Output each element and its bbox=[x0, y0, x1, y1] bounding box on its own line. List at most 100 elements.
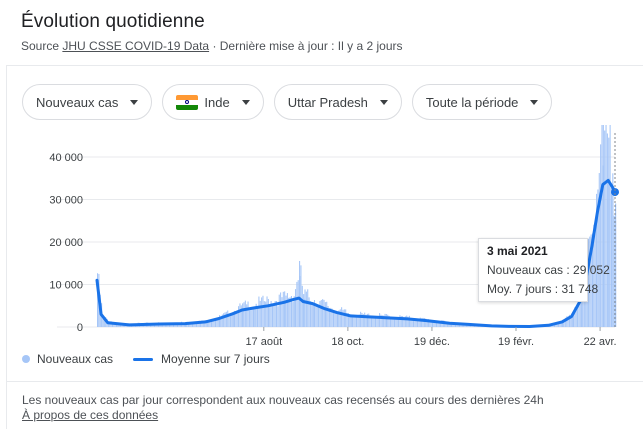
period-dropdown[interactable]: Toute la période bbox=[411, 84, 553, 120]
bar bbox=[381, 315, 383, 327]
bar bbox=[600, 144, 602, 327]
bar bbox=[311, 303, 313, 327]
bar bbox=[239, 303, 241, 327]
bar bbox=[335, 313, 337, 327]
region-dropdown[interactable]: Uttar Pradesh bbox=[273, 84, 402, 120]
bar bbox=[224, 312, 226, 327]
bar bbox=[366, 316, 369, 327]
bar bbox=[426, 320, 428, 328]
bar bbox=[342, 309, 344, 327]
bar bbox=[399, 315, 401, 327]
bar bbox=[267, 304, 270, 327]
bar bbox=[263, 301, 265, 327]
bar bbox=[220, 316, 222, 327]
bar bbox=[415, 319, 417, 327]
bar bbox=[229, 316, 231, 327]
bar bbox=[210, 321, 212, 327]
bar bbox=[322, 299, 324, 327]
bar bbox=[606, 133, 608, 327]
bar bbox=[327, 305, 329, 327]
bar bbox=[407, 318, 409, 327]
y-tick-label: 40 000 bbox=[49, 152, 83, 164]
bar bbox=[195, 323, 198, 327]
bar bbox=[589, 236, 591, 327]
bar bbox=[567, 316, 569, 327]
bar bbox=[414, 319, 416, 327]
bar bbox=[577, 303, 579, 327]
bar bbox=[274, 300, 276, 327]
bar bbox=[213, 319, 215, 327]
bar bbox=[275, 301, 278, 327]
bar bbox=[579, 292, 581, 327]
bar bbox=[425, 318, 427, 327]
bar bbox=[404, 316, 406, 327]
bar bbox=[315, 303, 317, 327]
bar bbox=[281, 297, 283, 327]
bar bbox=[596, 193, 598, 327]
bar bbox=[208, 321, 210, 327]
country-dropdown[interactable]: Inde bbox=[162, 84, 264, 120]
bar bbox=[323, 299, 325, 327]
bar bbox=[296, 281, 298, 327]
bar bbox=[251, 307, 253, 327]
metric-dropdown[interactable]: Nouveaux cas bbox=[22, 84, 153, 120]
x-tick-label: 17 août bbox=[245, 336, 282, 348]
bar bbox=[273, 303, 275, 327]
bar bbox=[591, 233, 594, 327]
bar bbox=[331, 308, 333, 327]
bar bbox=[189, 323, 191, 327]
line-legend-marker bbox=[133, 357, 154, 361]
bar bbox=[437, 322, 439, 327]
bar bbox=[343, 309, 345, 327]
bar bbox=[391, 319, 393, 327]
bar bbox=[324, 307, 327, 328]
bar bbox=[440, 321, 442, 327]
bar bbox=[610, 187, 613, 327]
bar bbox=[271, 305, 274, 327]
bar bbox=[254, 306, 256, 327]
bar bbox=[598, 173, 600, 327]
bar bbox=[259, 300, 261, 327]
bar bbox=[456, 323, 458, 327]
bar bbox=[191, 322, 193, 327]
source-link[interactable]: JHU CSSE COVID-19 Data bbox=[62, 39, 210, 53]
bar bbox=[334, 310, 336, 327]
bar bbox=[553, 323, 556, 327]
bar bbox=[289, 297, 291, 327]
bar bbox=[102, 318, 104, 327]
bar bbox=[299, 276, 301, 327]
bar bbox=[223, 313, 225, 327]
bar bbox=[594, 228, 596, 327]
last-updated: · Dernière mise à jour : Il y a 2 jours bbox=[212, 39, 403, 53]
country-label: Inde bbox=[204, 94, 230, 110]
bar bbox=[615, 203, 617, 327]
bar bbox=[353, 317, 355, 327]
bar bbox=[351, 316, 354, 327]
bar bbox=[574, 307, 576, 327]
bar bbox=[450, 323, 452, 327]
bar bbox=[228, 316, 230, 327]
bar bbox=[248, 310, 250, 327]
bar bbox=[360, 311, 362, 327]
bar bbox=[313, 300, 316, 327]
bar bbox=[555, 323, 557, 327]
about-data-link[interactable]: À propos de ces données bbox=[22, 408, 159, 422]
bar bbox=[459, 324, 461, 327]
bar bbox=[294, 289, 297, 327]
bar bbox=[403, 317, 405, 327]
bar bbox=[292, 302, 294, 327]
caret-down-icon bbox=[530, 99, 539, 105]
x-tick-label: 19 déc. bbox=[414, 336, 450, 348]
bar bbox=[252, 307, 255, 327]
divider bbox=[6, 65, 643, 66]
bar bbox=[282, 291, 284, 327]
bar bbox=[257, 306, 259, 327]
bar bbox=[118, 323, 120, 327]
bar bbox=[193, 322, 195, 327]
bar bbox=[393, 318, 396, 327]
bar bbox=[559, 322, 561, 327]
chart-legend: Nouveaux cas Moyenne sur 7 jours bbox=[22, 352, 270, 366]
bar bbox=[243, 302, 245, 327]
bar bbox=[238, 306, 240, 327]
bar bbox=[385, 317, 388, 327]
